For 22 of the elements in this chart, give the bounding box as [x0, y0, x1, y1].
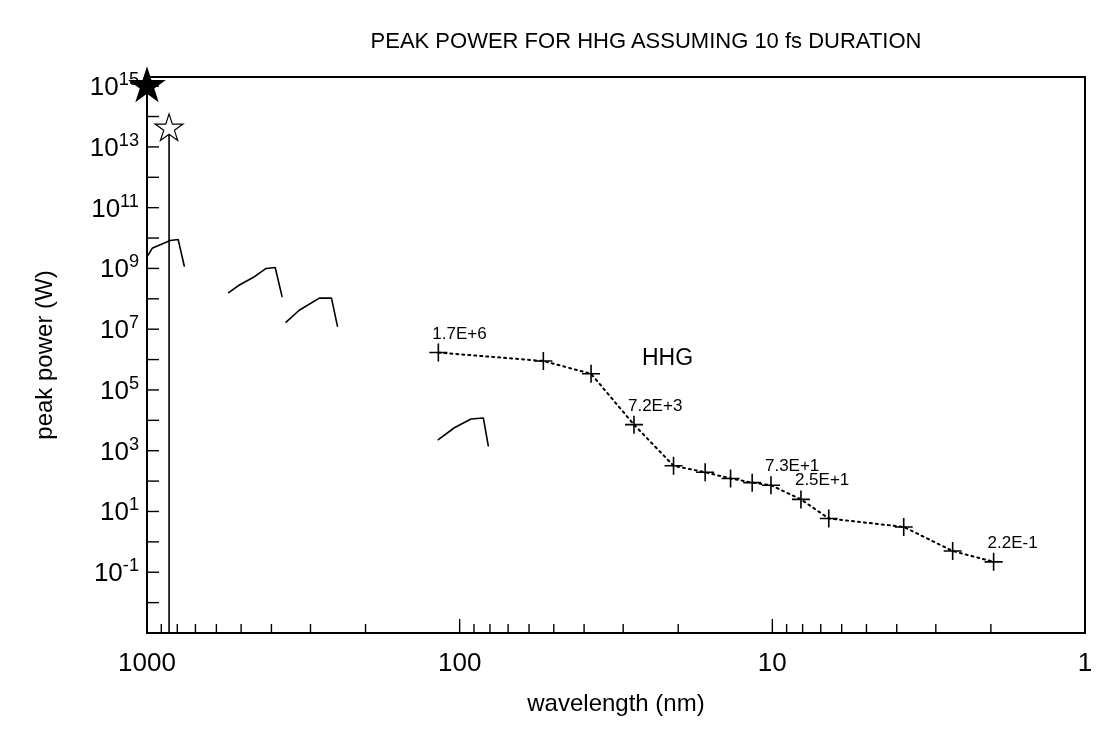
line-series [227, 266, 283, 298]
y-tick-label: 10$^{7}$ [99, 312, 139, 345]
x-axis-title: wavelength (nm) [526, 689, 705, 716]
y-tick-label: 10$^{11}$ [91, 190, 139, 223]
x-tick-label: 1000 [118, 647, 176, 677]
x-tick-label: 10 [757, 647, 787, 677]
line-series [285, 297, 339, 327]
series-label: HHG [641, 343, 694, 370]
y-tick-label: 10$^{3}$ [99, 433, 139, 466]
x-tick-label: 100 [437, 647, 482, 677]
data-label: 1.7E+6 [432, 323, 487, 343]
x-tick-label: 1 [1077, 647, 1093, 677]
y-axis-title: peak power (W) [30, 270, 57, 440]
line-series [437, 417, 490, 447]
y-tick-label: 10$^{-1}$ [93, 555, 139, 588]
chart-title: PEAK POWER FOR HHG ASSUMING 10 fs DURATION [370, 28, 922, 53]
y-tick-label: 10$^{5}$ [99, 372, 139, 405]
y-tick-label: 10$^{13}$ [89, 129, 139, 162]
y-tick-label: 10$^{9}$ [99, 251, 139, 284]
data-label: 2.2E-1 [987, 532, 1038, 552]
data-label: 7.2E+3 [627, 395, 683, 415]
y-tick-label: 10$^{1}$ [99, 494, 139, 527]
